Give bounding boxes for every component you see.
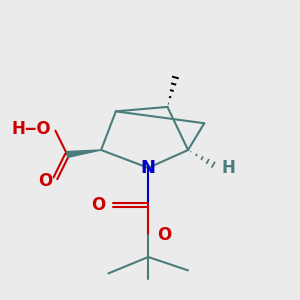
Text: N: N: [141, 159, 156, 177]
Text: O: O: [38, 172, 52, 190]
Polygon shape: [67, 150, 101, 158]
Text: H‒O: H‒O: [11, 120, 51, 138]
Text: O: O: [91, 196, 106, 214]
Text: O: O: [157, 226, 171, 244]
Text: H: H: [222, 159, 236, 177]
